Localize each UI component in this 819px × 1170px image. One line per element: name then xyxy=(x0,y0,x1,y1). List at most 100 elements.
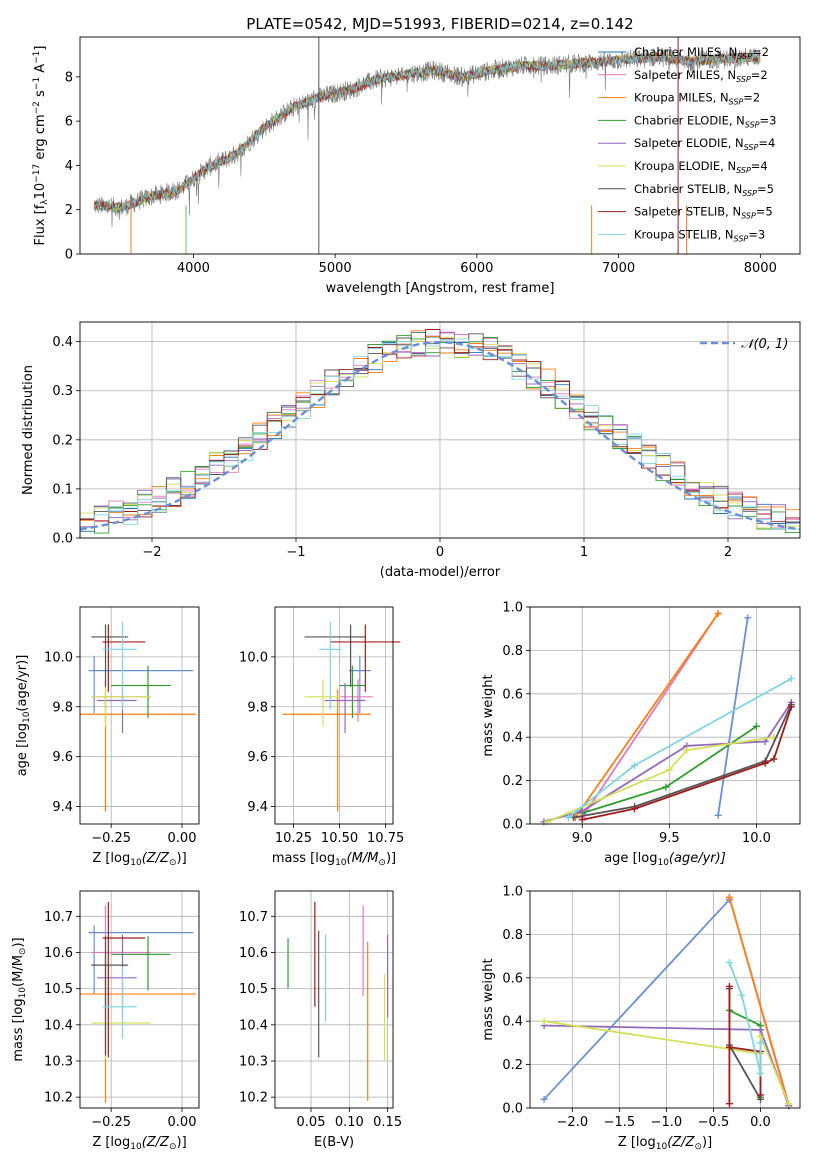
x-tick-label: 7000 xyxy=(602,261,635,276)
x-tick-label: 9.0 xyxy=(572,831,593,846)
y-tick-label: 0.4 xyxy=(52,335,73,350)
x-axis-label: Z [log10(Z/Z⊙)] xyxy=(92,851,186,868)
y-tick-label: 2 xyxy=(65,203,73,218)
label-part: ⊙ xyxy=(169,1142,177,1152)
label-part: −2 xyxy=(32,101,42,114)
errorbar-point xyxy=(102,621,137,710)
axes-frame xyxy=(274,606,394,825)
legend-entry: Kroupa MILES, NSSP=2 xyxy=(634,91,760,107)
x-axis-label: Z [log10(Z/Z⊙)] xyxy=(92,1135,186,1152)
weight-marker xyxy=(662,783,670,791)
age-vs-mass-chart: 10.25 10.50 10.75 9.4 9.6 9.8 10.0 mass [log10(… xyxy=(239,606,404,868)
label-part: s xyxy=(33,90,48,101)
errorbar-point xyxy=(324,683,366,733)
label-part: =2 xyxy=(752,45,769,59)
weight-marker xyxy=(752,722,760,730)
x-tick-label: −0.25 xyxy=(91,831,131,846)
weight-line xyxy=(573,704,793,819)
weight-marker xyxy=(787,675,795,683)
y-tick-label: 0.8 xyxy=(502,928,523,943)
label-part: (age/yr)] xyxy=(15,655,30,712)
x-tick-label: 1 xyxy=(580,545,588,560)
y-tick-label: 10.7 xyxy=(44,910,73,925)
label-part: Kroupa MILES, N xyxy=(634,91,729,105)
errorbar-point xyxy=(111,665,171,718)
x-tick-label: 10.50 xyxy=(321,831,358,846)
label-part: =2 xyxy=(743,91,760,105)
label-part: )] xyxy=(177,1135,187,1150)
y-tick-label: 10.2 xyxy=(239,1091,268,1106)
legend-entry: Chabrier ELODIE, NSSP=3 xyxy=(634,113,776,129)
label-part: erg cm xyxy=(33,114,48,163)
x-axis-label: age [log10(age/yr)] xyxy=(604,851,726,868)
label-part: =5 xyxy=(757,182,774,196)
gaussian-curve xyxy=(79,340,801,531)
age-vs-metallicity-chart: −0.25 0.009.49.69.810.0Z [log10(Z/Z⊙)]age… xyxy=(15,606,200,868)
weight-marker xyxy=(756,1039,764,1047)
label-part: =3 xyxy=(760,113,777,127)
y-tick-label: 10.6 xyxy=(44,946,73,961)
label-part: 10 xyxy=(22,711,32,723)
x-tick-label: −0.5 xyxy=(698,1115,730,1130)
legend-entry: Salpeter MILES, NSSP=2 xyxy=(634,68,768,84)
label-part: mass [log xyxy=(272,851,335,866)
x-tick-label: −0.25 xyxy=(91,1115,131,1130)
weight-marker xyxy=(738,991,746,999)
y-tick-label: 9.8 xyxy=(247,700,268,715)
y-tick-label: 0.6 xyxy=(502,971,523,986)
label-part: (Z/Z xyxy=(142,851,170,866)
y-axis-label: mass weight xyxy=(481,958,496,1040)
x-tick-label: 5000 xyxy=(319,261,352,276)
label-part: 10 xyxy=(130,1142,142,1152)
weight-marker xyxy=(785,1100,793,1108)
x-axis-label: E(B-V) xyxy=(314,1135,354,1150)
label-part: SSP xyxy=(745,120,760,129)
x-tick-label: 8000 xyxy=(744,261,777,276)
x-tick-label: 0.00 xyxy=(168,831,197,846)
weight-marker xyxy=(714,610,722,618)
weight-line xyxy=(717,617,749,816)
axes-frame xyxy=(79,890,200,1109)
weight-marker xyxy=(744,614,752,622)
x-tick-label: 0.15 xyxy=(373,1115,402,1130)
weight-marker xyxy=(756,1032,764,1040)
weight-series xyxy=(714,614,752,819)
figure-title: PLATE=0542, MJD=51993, FIBERID=0214, z=0… xyxy=(246,15,633,33)
x-tick-label: 0.05 xyxy=(297,1115,326,1130)
weight-line xyxy=(547,736,775,823)
weight-marker xyxy=(756,1091,764,1099)
label-part: −1 xyxy=(32,51,42,64)
weight-marker xyxy=(683,746,691,754)
x-axis-label: (data-model)/error xyxy=(380,565,501,580)
label-part: ⊙ xyxy=(378,858,386,868)
weight-marker xyxy=(725,959,733,967)
weight-marker xyxy=(756,1026,764,1034)
axes-frame xyxy=(79,321,801,539)
weight-marker xyxy=(770,755,778,763)
legend-entry: Chabrier MILES, NSSP=2 xyxy=(634,45,769,61)
errorbar-point xyxy=(91,679,151,727)
y-tick-label: 6 xyxy=(65,115,73,130)
errorbar-point xyxy=(330,624,401,692)
x-tick-label: 6000 xyxy=(460,261,493,276)
y-axis-label: Flux [fλ10−17 erg cm−2 s−1 A−1] xyxy=(32,46,50,246)
errorbar-point xyxy=(304,624,366,687)
spectrum-chart: 4000 5000 6000 7000 8000 0 2 4 6 8 wavelength [Ang… xyxy=(32,36,801,296)
axes-frame xyxy=(79,36,801,255)
x-tick-label: 0.0 xyxy=(750,1115,771,1130)
histogram-step-series xyxy=(80,329,800,524)
weight-marker xyxy=(714,811,722,819)
errorbar-point xyxy=(282,689,371,812)
x-tick-label: 10.0 xyxy=(742,831,771,846)
y-axis-label: mass weight xyxy=(481,674,496,756)
y-tick-label: 9.8 xyxy=(52,700,73,715)
weight-line xyxy=(581,613,719,818)
x-tick-label: −1.0 xyxy=(651,1115,683,1130)
y-tick-label: 10.6 xyxy=(239,946,268,961)
y-tick-label: 4 xyxy=(65,159,73,174)
legend-entry: Chabrier STELIB, NSSP=5 xyxy=(634,182,774,198)
label-part: SSP xyxy=(737,52,752,61)
y-axis-label: mass [log10(M/M⊙)] xyxy=(11,937,28,1061)
